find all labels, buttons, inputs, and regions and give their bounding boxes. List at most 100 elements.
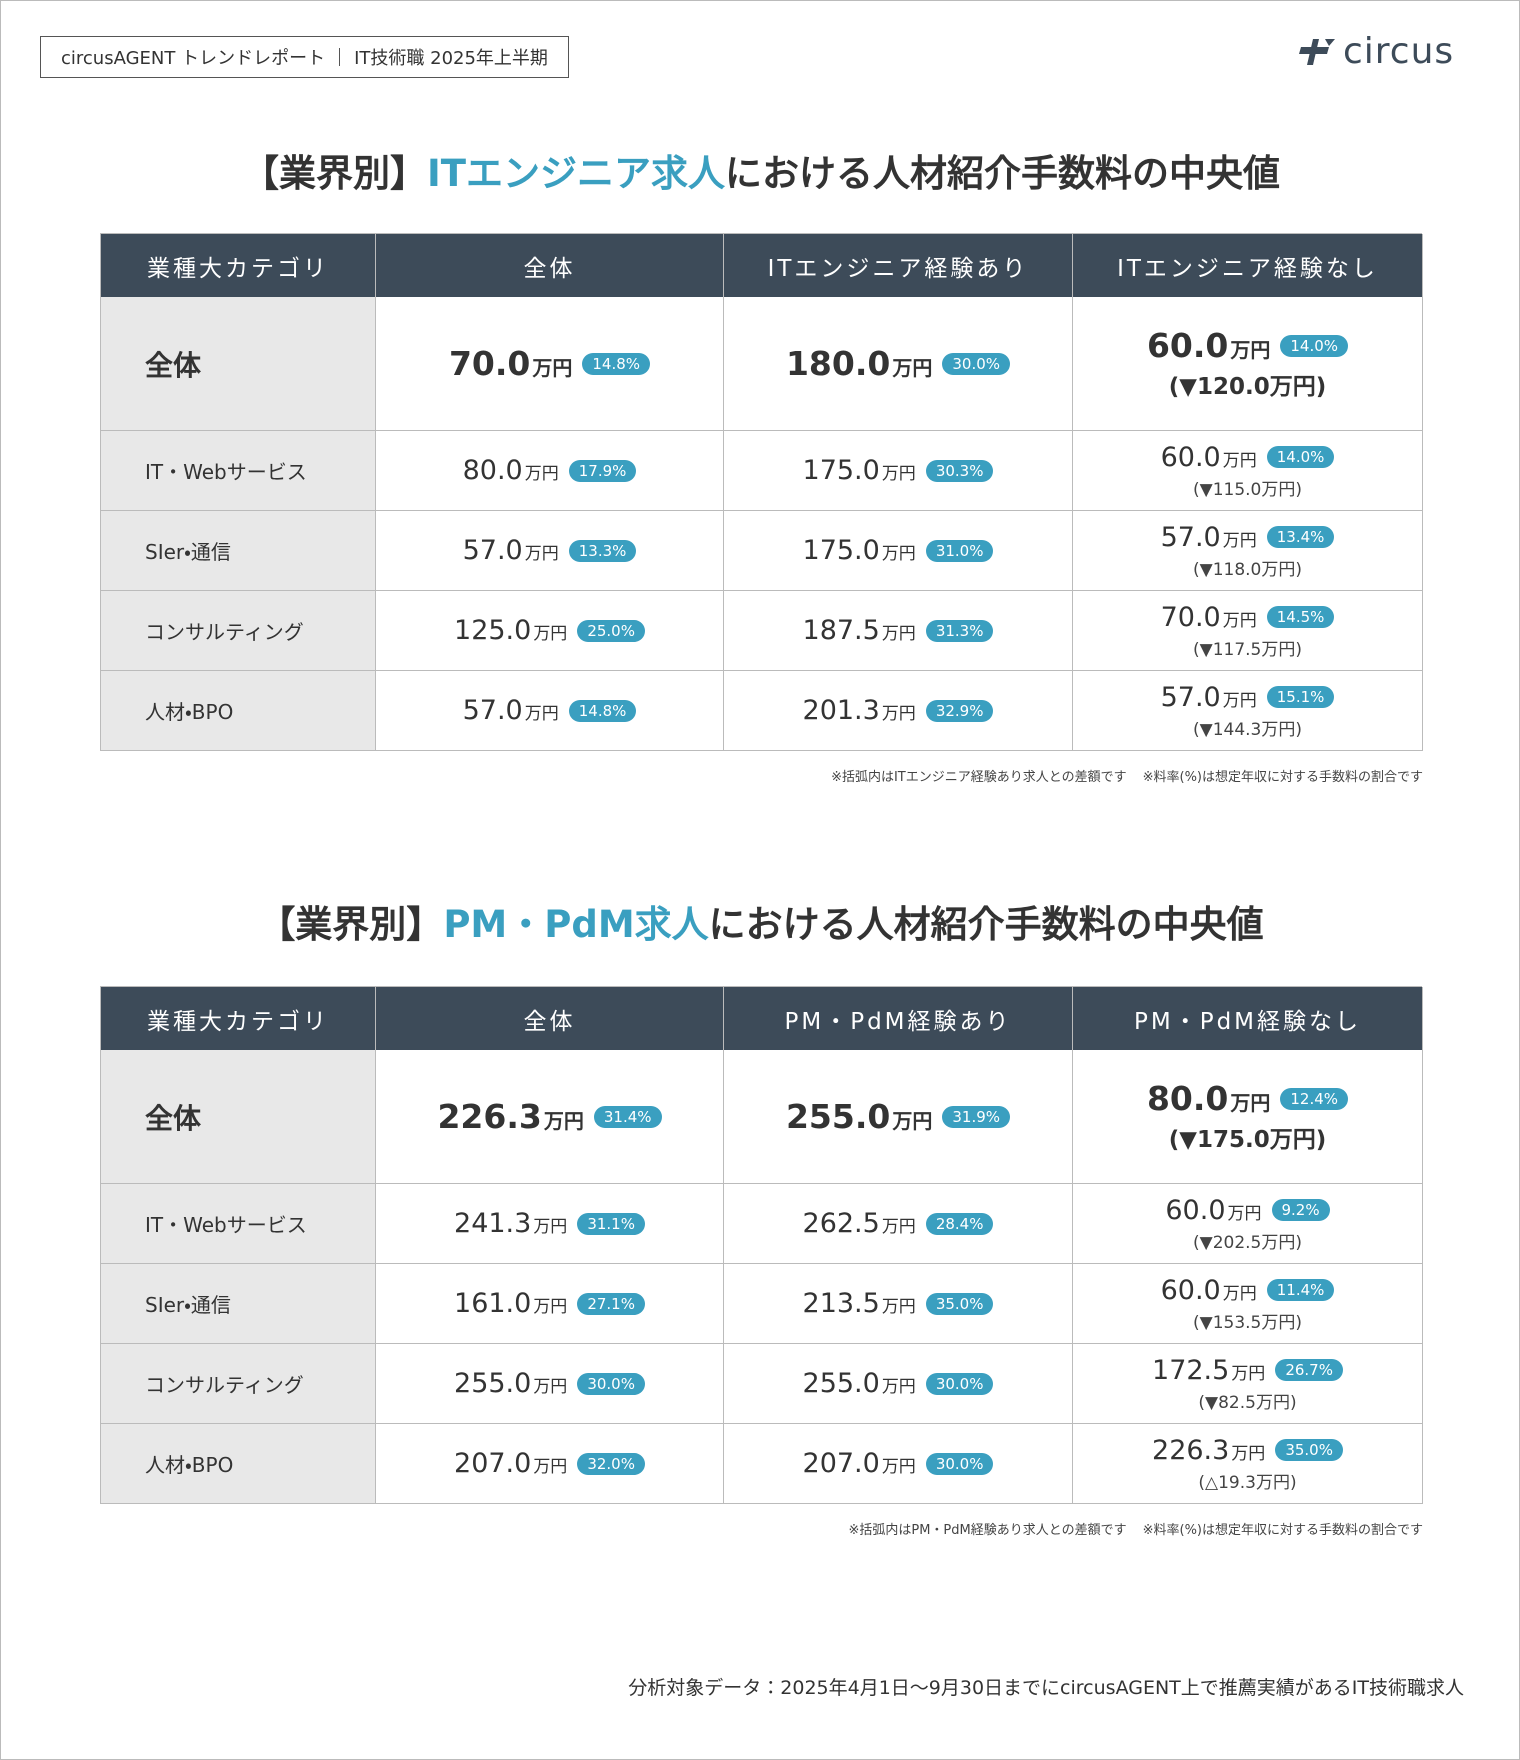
fee-value: 175.0	[802, 455, 880, 486]
fee-line: 241.3 万円 31.1%	[454, 1208, 645, 1239]
fee-difference: (▼153.5万円)	[1192, 1312, 1302, 1333]
category-cell: IT・Webサービス	[101, 431, 376, 511]
fee-value: 262.5	[802, 1208, 880, 1239]
report-name: circusAGENT トレンドレポート	[61, 48, 326, 69]
fee-unit: 万円	[1222, 1283, 1257, 1304]
logo-text: circus	[1343, 31, 1455, 72]
fee-value: 60.0	[1146, 326, 1229, 365]
fee-cell: 175.0 万円 30.3%	[724, 431, 1073, 511]
fee-value: 255.0	[802, 1368, 880, 1399]
fee-line: 207.0 万円 32.0%	[454, 1448, 645, 1479]
fee-value: 161.0	[454, 1288, 532, 1319]
fee-cell: 161.0 万円 27.1%	[376, 1264, 724, 1344]
rate-badge: 15.1%	[1266, 686, 1335, 708]
fee-value: 255.0	[454, 1368, 532, 1399]
fee-cell: 57.0 万円 14.8%	[376, 671, 724, 751]
fee-unit: 万円	[881, 1217, 916, 1237]
rate-badge: 31.1%	[577, 1212, 645, 1235]
fee-difference: (▼118.0万円)	[1192, 559, 1302, 580]
section-title: 【業界別】PM・PdM求人における人材紹介手数料の中央値	[1, 894, 1520, 948]
title-suffix: における人材紹介手数料の中央値	[725, 152, 1280, 195]
fee-unit: 万円	[1222, 450, 1257, 471]
column-header: ITエンジニア経験あり	[724, 234, 1073, 297]
category-cell: 全体	[101, 297, 376, 431]
category-cell: SIer・通信	[101, 511, 376, 591]
rate-badge: 14.5%	[1266, 606, 1335, 628]
fee-value: 80.0	[1146, 1079, 1229, 1118]
fee-difference: (▼202.5万円)	[1192, 1232, 1302, 1253]
fee-unit: 万円	[533, 1297, 568, 1317]
rate-badge: 30.0%	[925, 1372, 994, 1395]
fee-difference: (▼120.0万円)	[1168, 374, 1327, 400]
fee-unit: 万円	[892, 1109, 933, 1133]
fee-value: 60.0	[1165, 1194, 1226, 1226]
fee-line: 255.0 万円 31.9%	[786, 1097, 1011, 1136]
fee-table: 業種大カテゴリ 全体 PM・PdM経験あり PM・PdM経験なし 全体 226.3 万円 31…	[100, 986, 1423, 1504]
fee-value: 207.0	[454, 1448, 532, 1479]
column-header: PM・PdM経験あり	[724, 987, 1073, 1050]
rate-badge: 12.4%	[1280, 1087, 1349, 1110]
rate-badge: 25.0%	[577, 619, 645, 642]
fee-difference: (△19.3万円)	[1198, 1472, 1297, 1493]
fee-unit: 万円	[892, 356, 933, 380]
category-cell: SIer・通信	[101, 1264, 376, 1344]
fee-cell: 70.0 万円 14.8%	[376, 297, 724, 431]
fee-cell: 207.0 万円 32.0%	[376, 1424, 724, 1504]
rate-badge: 14.8%	[582, 352, 651, 375]
fee-value: 70.0	[1160, 601, 1221, 633]
category-cell: コンサルティング	[101, 591, 376, 671]
fee-value: 80.0	[462, 455, 523, 486]
fee-unit: 万円	[881, 1297, 916, 1317]
fee-unit: 万円	[881, 464, 916, 484]
title-highlight: ITエンジニア求人	[426, 152, 725, 195]
category-cell: IT・Webサービス	[101, 1184, 376, 1264]
fee-cell: 172.5 万円 26.7% (▼82.5万円)	[1073, 1344, 1423, 1424]
fee-cell: 175.0 万円 31.0%	[724, 511, 1073, 591]
rate-badge: 35.0%	[1275, 1439, 1343, 1461]
category-cell: 全体	[101, 1050, 376, 1184]
fee-cell: 226.3 万円 31.4%	[376, 1050, 724, 1184]
fee-cell: 60.0 万円 11.4% (▼153.5万円)	[1073, 1264, 1423, 1344]
fee-difference: (▼117.5万円)	[1192, 639, 1302, 660]
fee-line: 60.0 万円 14.0%	[1161, 442, 1335, 473]
fee-cell: 255.0 万円 31.9%	[724, 1050, 1073, 1184]
fee-line: 57.0 万円 15.1%	[1161, 682, 1335, 713]
table-notes: ※括弧内はPM・PdM経験あり求人との差額です ※料率(%)は想定年収に対する手数…	[848, 1519, 1423, 1538]
fee-value: 57.0	[1160, 681, 1221, 713]
fee-difference: (▼144.3万円)	[1192, 719, 1302, 740]
fee-unit: 万円	[543, 1109, 584, 1133]
fee-unit: 万円	[881, 544, 916, 564]
title-prefix: 【業界別】	[258, 903, 444, 946]
fee-cell: 213.5 万円 35.0%	[724, 1264, 1073, 1344]
fee-value: 57.0	[462, 695, 523, 726]
column-header: PM・PdM経験なし	[1073, 987, 1423, 1050]
fee-line: 70.0 万円 14.5%	[1161, 602, 1335, 633]
fee-value: 125.0	[454, 615, 532, 646]
fee-line: 172.5 万円 26.7%	[1152, 1355, 1343, 1386]
fee-unit: 万円	[1222, 530, 1257, 551]
fee-unit: 万円	[1230, 338, 1271, 362]
rate-badge: 9.2%	[1271, 1199, 1330, 1221]
fee-cell: 57.0 万円 13.4% (▼118.0万円)	[1073, 511, 1423, 591]
rate-badge: 11.4%	[1266, 1279, 1335, 1301]
rate-badge: 14.0%	[1280, 334, 1349, 357]
rate-badge: 32.9%	[925, 699, 994, 722]
fee-line: 201.3 万円 32.9%	[803, 695, 994, 726]
fee-difference: (▼82.5万円)	[1198, 1392, 1297, 1413]
report-label: circusAGENT トレンドレポート IT技術職 2025年上半期	[40, 36, 569, 78]
separator	[339, 48, 341, 66]
fee-cell: 60.0 万円 14.0% (▼120.0万円)	[1073, 297, 1423, 431]
category-cell: 人材・BPO	[101, 671, 376, 751]
fee-unit: 万円	[524, 544, 559, 564]
fee-unit: 万円	[524, 464, 559, 484]
fee-unit: 万円	[881, 1377, 916, 1397]
fee-line: 226.3 万円 31.4%	[437, 1097, 662, 1136]
fee-value: 57.0	[1160, 521, 1221, 553]
fee-unit: 万円	[1222, 690, 1257, 711]
fee-line: 207.0 万円 30.0%	[803, 1448, 994, 1479]
fee-cell: 125.0 万円 25.0%	[376, 591, 724, 671]
title-highlight: PM・PdM求人	[443, 903, 709, 946]
fee-line: 57.0 万円 14.8%	[463, 695, 637, 726]
